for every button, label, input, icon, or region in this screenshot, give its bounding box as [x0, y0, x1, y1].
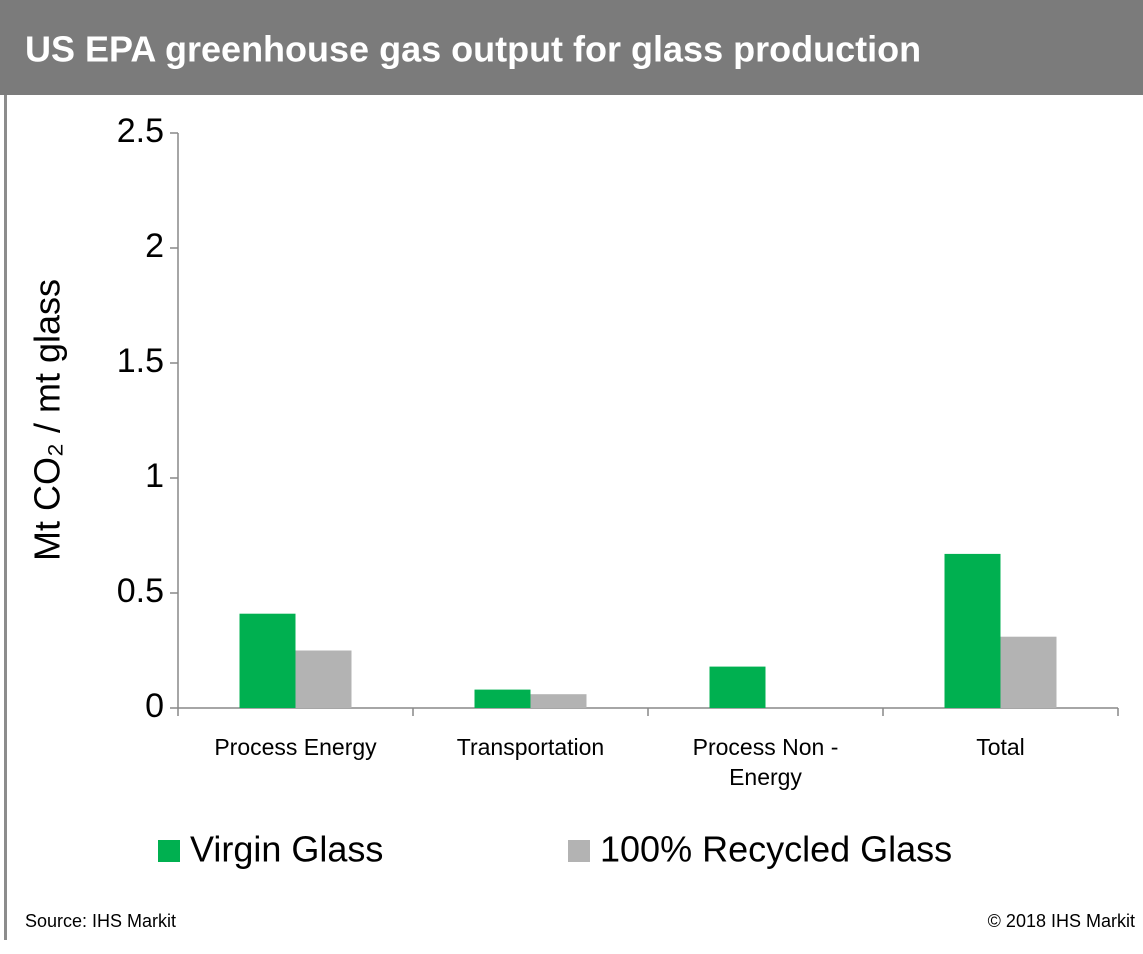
bar: [474, 689, 531, 708]
bar: [944, 553, 1001, 708]
bar: [1000, 636, 1057, 708]
x-tick-label: Transportation: [456, 734, 605, 760]
y-tick-label: 1: [145, 457, 164, 495]
y-tick-label: 1.5: [117, 342, 164, 380]
bar: [530, 694, 587, 708]
chart-title: US EPA greenhouse gas output for glass p…: [25, 29, 921, 70]
x-tick-label: Total: [976, 734, 1025, 760]
legend-label: Virgin Glass: [190, 829, 383, 870]
y-tick-label: 0: [145, 687, 164, 725]
y-tick-label: 0.5: [117, 572, 164, 610]
y-axis-label: Mt CO₂ / mt glass: [27, 279, 68, 561]
left-border: [4, 95, 7, 940]
bar: [709, 666, 766, 708]
y-tick-label: 2.5: [117, 112, 164, 150]
legend-swatch: [158, 840, 180, 862]
legend-swatch: [568, 840, 590, 862]
bar: [239, 613, 296, 708]
copyright: © 2018 IHS Markit: [988, 911, 1135, 931]
y-tick-label: 2: [145, 227, 164, 265]
bar: [295, 650, 352, 708]
header-bar: [0, 0, 1143, 95]
source: Source: IHS Markit: [25, 911, 176, 931]
x-tick-label: Process Non - Energy: [692, 734, 839, 790]
legend-label: 100% Recycled Glass: [600, 829, 952, 870]
x-tick-label: Process Energy: [214, 734, 377, 760]
